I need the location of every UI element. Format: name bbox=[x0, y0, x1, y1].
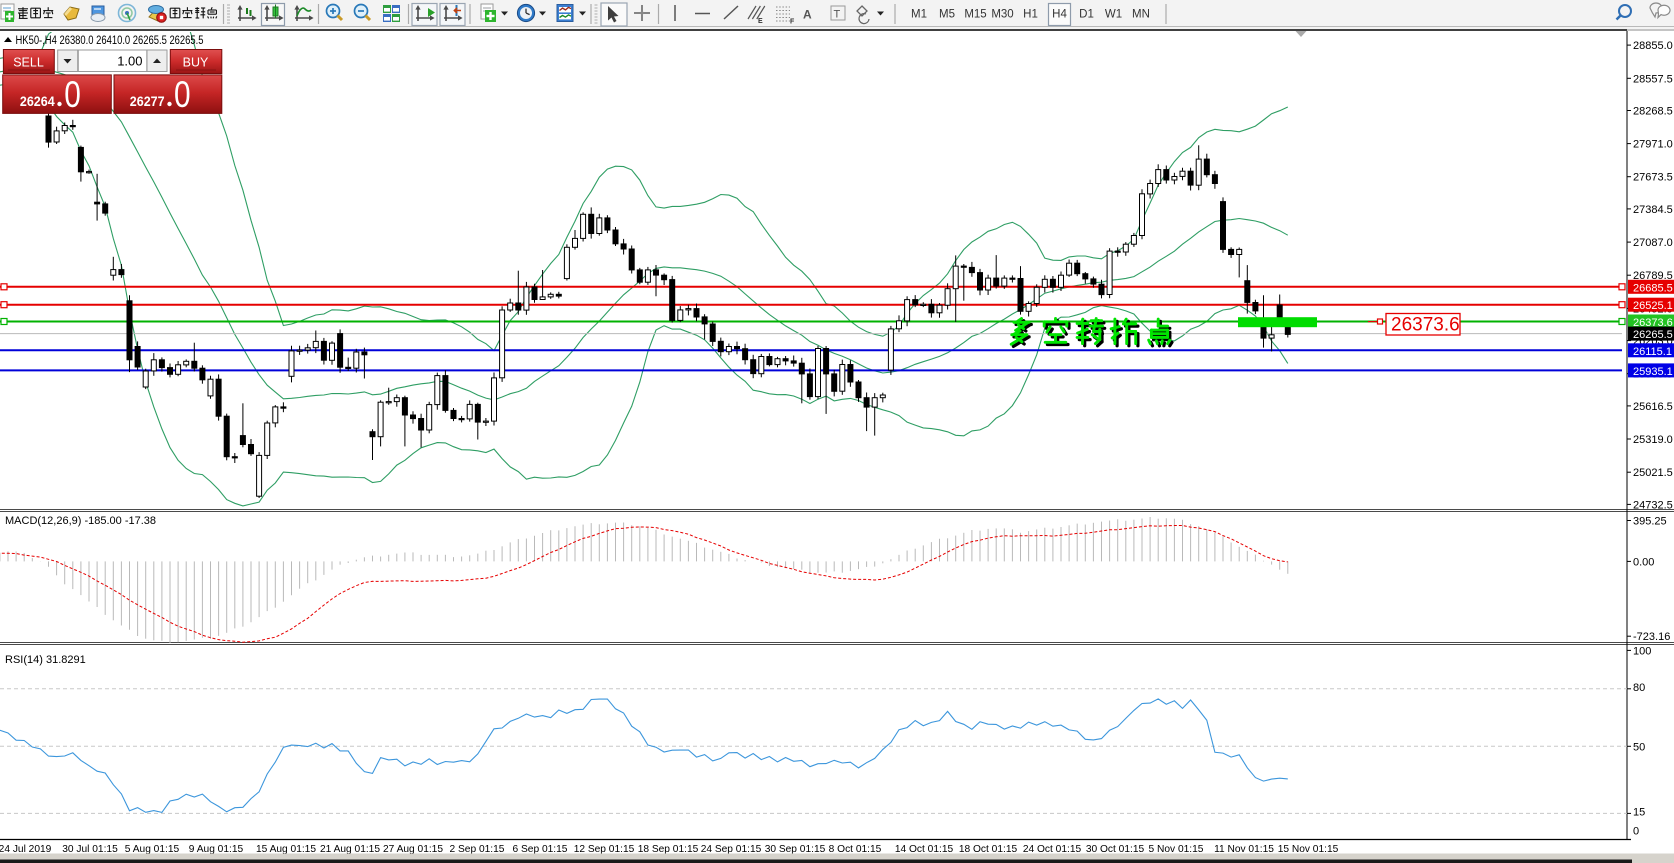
svg-text:26265.5: 26265.5 bbox=[1633, 329, 1673, 341]
svg-text:24732.5: 24732.5 bbox=[1633, 499, 1673, 511]
svg-text:28268.5: 28268.5 bbox=[1633, 106, 1673, 118]
svg-text:25935.1: 25935.1 bbox=[1633, 366, 1673, 378]
svg-text:27 Aug 01:15: 27 Aug 01:15 bbox=[383, 844, 443, 855]
svg-text:24 Jul 2019: 24 Jul 2019 bbox=[0, 844, 52, 855]
svg-text:HK50-,H4 26380.0 26410.0 26265: HK50-,H4 26380.0 26410.0 26265.5 26265.5 bbox=[16, 35, 204, 47]
svg-text:24 Sep 01:15: 24 Sep 01:15 bbox=[701, 844, 762, 855]
svg-text:RSI(14) 31.8291: RSI(14) 31.8291 bbox=[5, 654, 86, 666]
svg-text:15: 15 bbox=[1633, 807, 1645, 819]
svg-text:25616.5: 25616.5 bbox=[1633, 401, 1673, 413]
svg-text:MACD(12,26,9) -185.00 -17.38: MACD(12,26,9) -185.00 -17.38 bbox=[5, 515, 156, 527]
svg-text:SELL: SELL bbox=[13, 56, 44, 70]
svg-text:26525.1: 26525.1 bbox=[1633, 300, 1673, 312]
svg-text:14 Oct 01:15: 14 Oct 01:15 bbox=[895, 844, 954, 855]
svg-text:5 Aug 01:15: 5 Aug 01:15 bbox=[125, 844, 180, 855]
svg-text:30 Oct 01:15: 30 Oct 01:15 bbox=[1086, 844, 1145, 855]
svg-text:30 Sep 01:15: 30 Sep 01:15 bbox=[765, 844, 826, 855]
svg-text:11 Nov 01:15: 11 Nov 01:15 bbox=[1214, 844, 1274, 855]
svg-text:21 Aug 01:15: 21 Aug 01:15 bbox=[320, 844, 380, 855]
svg-text:25021.5: 25021.5 bbox=[1633, 467, 1673, 479]
svg-text:MN: MN bbox=[1132, 9, 1150, 21]
svg-text:100: 100 bbox=[1633, 645, 1651, 657]
svg-text:0: 0 bbox=[1633, 825, 1639, 837]
svg-text:27087.0: 27087.0 bbox=[1633, 237, 1673, 249]
svg-text:27971.0: 27971.0 bbox=[1633, 139, 1673, 151]
svg-text:12 Sep 01:15: 12 Sep 01:15 bbox=[574, 844, 635, 855]
svg-text:BUY: BUY bbox=[183, 56, 209, 70]
svg-text:18 Sep 01:15: 18 Sep 01:15 bbox=[638, 844, 699, 855]
svg-text:T: T bbox=[834, 9, 841, 21]
svg-text:50: 50 bbox=[1633, 741, 1645, 753]
svg-text:18 Oct 01:15: 18 Oct 01:15 bbox=[959, 844, 1018, 855]
svg-text:M30: M30 bbox=[991, 9, 1013, 21]
svg-text:M1: M1 bbox=[911, 9, 927, 21]
svg-text:1.00: 1.00 bbox=[117, 54, 142, 69]
svg-text:E: E bbox=[758, 18, 763, 25]
svg-text:-723.16: -723.16 bbox=[1633, 631, 1670, 643]
svg-text:2 Sep 01:15: 2 Sep 01:15 bbox=[450, 844, 505, 855]
svg-text:F: F bbox=[790, 19, 795, 26]
svg-text:0: 0 bbox=[174, 74, 191, 115]
svg-text:M5: M5 bbox=[939, 9, 955, 21]
svg-text:25319.0: 25319.0 bbox=[1633, 434, 1673, 446]
svg-text:24 Oct 01:15: 24 Oct 01:15 bbox=[1023, 844, 1082, 855]
svg-text:6 Sep 01:15: 6 Sep 01:15 bbox=[513, 844, 568, 855]
svg-text:26373.6: 26373.6 bbox=[1391, 315, 1460, 336]
svg-text:26264: 26264 bbox=[20, 93, 55, 109]
svg-text:A: A bbox=[803, 8, 812, 22]
svg-text:30 Jul 01:15: 30 Jul 01:15 bbox=[62, 844, 118, 855]
svg-text:80: 80 bbox=[1633, 682, 1645, 694]
svg-text:27673.5: 27673.5 bbox=[1633, 172, 1673, 184]
svg-text:8 Oct 01:15: 8 Oct 01:15 bbox=[829, 844, 882, 855]
svg-text:27384.5: 27384.5 bbox=[1633, 204, 1673, 216]
svg-text:28855.0: 28855.0 bbox=[1633, 40, 1673, 52]
svg-text:28557.5: 28557.5 bbox=[1633, 73, 1673, 85]
svg-text:395.25: 395.25 bbox=[1633, 516, 1667, 528]
svg-text:26373.6: 26373.6 bbox=[1633, 317, 1673, 329]
svg-text:D1: D1 bbox=[1079, 9, 1094, 21]
svg-text:H4: H4 bbox=[1052, 9, 1067, 21]
svg-text:9 Aug 01:15: 9 Aug 01:15 bbox=[189, 844, 244, 855]
svg-text:0: 0 bbox=[64, 74, 81, 115]
svg-text:W1: W1 bbox=[1105, 9, 1122, 21]
svg-text:H1: H1 bbox=[1023, 9, 1038, 21]
svg-text:0.00: 0.00 bbox=[1633, 556, 1654, 568]
svg-text:26277: 26277 bbox=[130, 93, 165, 109]
svg-text:26685.5: 26685.5 bbox=[1633, 282, 1673, 294]
svg-text:26789.5: 26789.5 bbox=[1633, 270, 1673, 282]
svg-text:M15: M15 bbox=[964, 9, 986, 21]
svg-text:26115.1: 26115.1 bbox=[1633, 346, 1672, 358]
svg-text:15 Nov 01:15: 15 Nov 01:15 bbox=[1278, 844, 1339, 855]
svg-text:15 Aug 01:15: 15 Aug 01:15 bbox=[256, 844, 316, 855]
svg-text:5 Nov 01:15: 5 Nov 01:15 bbox=[1149, 844, 1204, 855]
